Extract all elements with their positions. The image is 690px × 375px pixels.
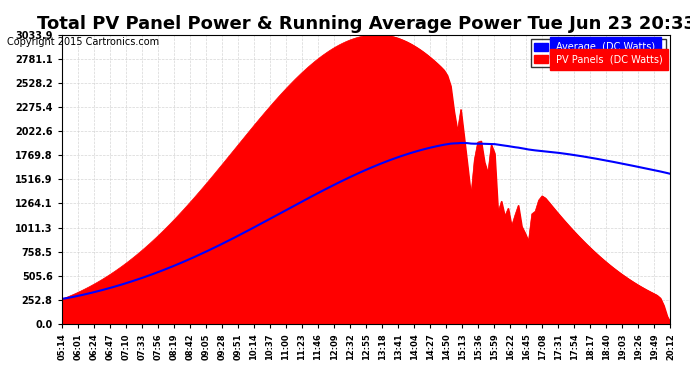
Legend: Average  (DC Watts), PV Panels  (DC Watts): Average (DC Watts), PV Panels (DC Watts) bbox=[531, 39, 666, 67]
Text: Copyright 2015 Cartronics.com: Copyright 2015 Cartronics.com bbox=[7, 37, 159, 47]
Title: Total PV Panel Power & Running Average Power Tue Jun 23 20:33: Total PV Panel Power & Running Average P… bbox=[37, 15, 690, 33]
